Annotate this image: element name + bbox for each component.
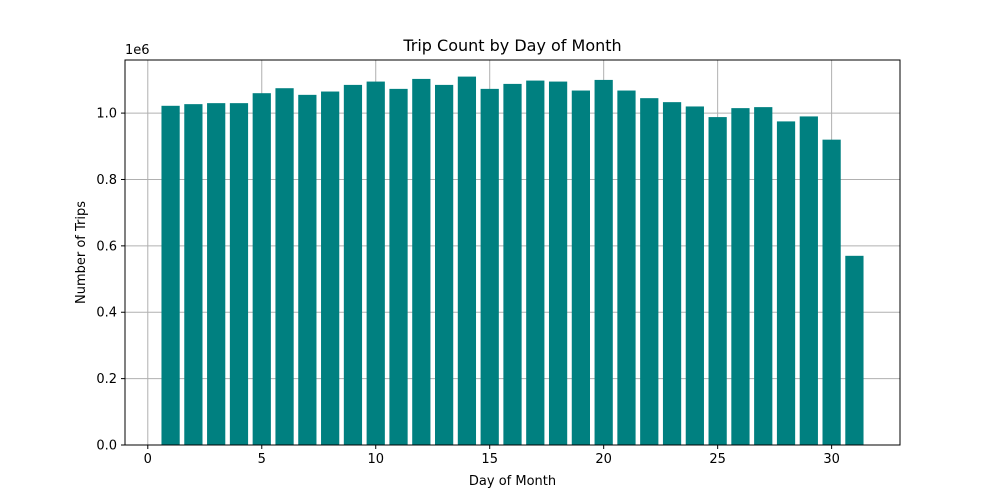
bar-day-15 [480,88,499,445]
bar-day-4 [229,103,249,446]
bar-day-13 [435,84,454,445]
y-tick-label: 0.8 [96,173,117,188]
bar-day-9 [343,84,363,445]
x-axis-label: Day of Month [469,474,556,489]
bar-day-28 [776,121,796,445]
bar-day-11 [389,88,408,445]
x-tick-label: 15 [481,452,498,467]
bar-day-21 [617,90,636,445]
bar-day-19 [571,90,590,445]
bar-day-12 [412,78,431,446]
bar-day-10 [366,81,385,445]
bar-day-22 [640,98,659,446]
bar-day-6 [275,88,294,445]
y-axis-offset-label: 1e6 [125,43,150,58]
bar-day-14 [457,76,477,446]
y-tick-label: 0.0 [96,439,117,454]
bar-day-2 [184,104,203,445]
x-tick-label: 20 [595,452,612,467]
bar-day-30 [822,139,841,446]
y-tick-label: 0.2 [96,372,117,387]
x-tick-label: 10 [367,452,384,467]
bar-day-24 [685,106,704,445]
x-tick-label: 5 [258,452,266,467]
bar-day-20 [594,79,613,446]
bar-day-17 [526,80,545,446]
bar-day-7 [298,94,317,446]
x-tick-label: 25 [709,452,726,467]
y-axis-label: Number of Trips [74,201,89,304]
x-tick-label: 0 [144,452,152,467]
axes-frame [124,59,901,446]
bar-day-16 [503,83,522,446]
bars-layer [161,76,864,446]
bar-day-31 [845,255,864,445]
bar-day-8 [321,91,340,445]
bar-day-18 [548,81,568,445]
y-tick-label: 1.0 [96,107,117,122]
bar-day-27 [754,107,773,446]
y-tick-label: 0.4 [96,306,117,321]
y-tick-label: 0.6 [96,239,117,254]
bar-day-23 [662,102,682,445]
bar-day-29 [799,116,818,445]
ticks-layer: 0 5 10 15 20 25 30 0.0 0.2 0.4 0.6 0.8 1.0 [96,107,840,467]
bar-day-5 [252,93,271,446]
bar-day-26 [731,108,750,445]
bar-day-1 [161,105,180,445]
x-tick-label: 30 [823,452,840,467]
chart-title: Trip Count by Day of Month [402,36,621,55]
bar-day-25 [708,117,727,445]
bar-day-3 [207,103,226,446]
